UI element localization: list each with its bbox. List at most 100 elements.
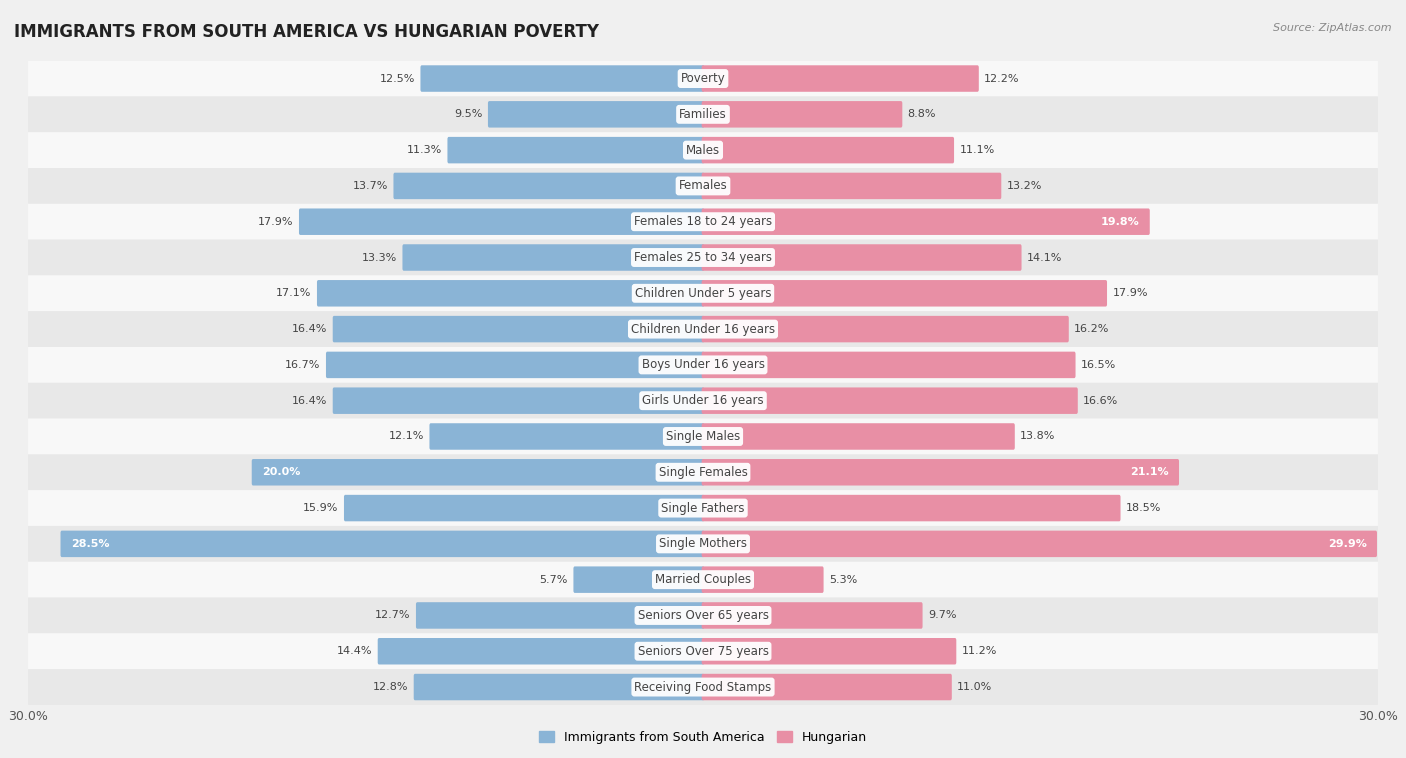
FancyBboxPatch shape bbox=[28, 312, 1378, 347]
Text: 17.1%: 17.1% bbox=[276, 288, 312, 299]
FancyBboxPatch shape bbox=[394, 173, 704, 199]
Legend: Immigrants from South America, Hungarian: Immigrants from South America, Hungarian bbox=[538, 731, 868, 744]
Text: 16.6%: 16.6% bbox=[1083, 396, 1118, 406]
Text: Receiving Food Stamps: Receiving Food Stamps bbox=[634, 681, 772, 694]
Text: 14.1%: 14.1% bbox=[1026, 252, 1063, 262]
FancyBboxPatch shape bbox=[702, 316, 1069, 343]
FancyBboxPatch shape bbox=[28, 562, 1378, 597]
FancyBboxPatch shape bbox=[413, 674, 704, 700]
FancyBboxPatch shape bbox=[28, 669, 1378, 705]
Text: 11.1%: 11.1% bbox=[959, 145, 994, 155]
Text: 12.8%: 12.8% bbox=[373, 682, 408, 692]
FancyBboxPatch shape bbox=[702, 459, 1180, 486]
FancyBboxPatch shape bbox=[702, 387, 1078, 414]
Text: 11.2%: 11.2% bbox=[962, 647, 997, 656]
FancyBboxPatch shape bbox=[316, 280, 704, 306]
Text: 5.3%: 5.3% bbox=[830, 575, 858, 584]
FancyBboxPatch shape bbox=[28, 418, 1378, 454]
Text: Married Couples: Married Couples bbox=[655, 573, 751, 586]
Text: 8.8%: 8.8% bbox=[908, 109, 936, 119]
FancyBboxPatch shape bbox=[28, 347, 1378, 383]
Text: 12.5%: 12.5% bbox=[380, 74, 415, 83]
Text: 11.0%: 11.0% bbox=[957, 682, 993, 692]
Text: Boys Under 16 years: Boys Under 16 years bbox=[641, 359, 765, 371]
FancyBboxPatch shape bbox=[702, 208, 1150, 235]
Text: IMMIGRANTS FROM SOUTH AMERICA VS HUNGARIAN POVERTY: IMMIGRANTS FROM SOUTH AMERICA VS HUNGARI… bbox=[14, 23, 599, 41]
FancyBboxPatch shape bbox=[28, 597, 1378, 634]
Text: Poverty: Poverty bbox=[681, 72, 725, 85]
Text: Seniors Over 75 years: Seniors Over 75 years bbox=[637, 645, 769, 658]
Text: Single Mothers: Single Mothers bbox=[659, 537, 747, 550]
Text: 16.2%: 16.2% bbox=[1074, 324, 1109, 334]
FancyBboxPatch shape bbox=[402, 244, 704, 271]
Text: 21.1%: 21.1% bbox=[1130, 467, 1168, 478]
Text: 12.1%: 12.1% bbox=[388, 431, 425, 441]
FancyBboxPatch shape bbox=[28, 168, 1378, 204]
FancyBboxPatch shape bbox=[702, 638, 956, 665]
Text: Males: Males bbox=[686, 143, 720, 157]
FancyBboxPatch shape bbox=[326, 352, 704, 378]
FancyBboxPatch shape bbox=[702, 674, 952, 700]
Text: 11.3%: 11.3% bbox=[406, 145, 441, 155]
Text: 28.5%: 28.5% bbox=[70, 539, 110, 549]
Text: Females: Females bbox=[679, 180, 727, 193]
FancyBboxPatch shape bbox=[702, 495, 1121, 522]
FancyBboxPatch shape bbox=[299, 208, 704, 235]
Text: Children Under 16 years: Children Under 16 years bbox=[631, 323, 775, 336]
Text: 9.7%: 9.7% bbox=[928, 610, 956, 621]
Text: 13.2%: 13.2% bbox=[1007, 181, 1042, 191]
FancyBboxPatch shape bbox=[28, 96, 1378, 132]
Text: 12.2%: 12.2% bbox=[984, 74, 1019, 83]
Text: 16.4%: 16.4% bbox=[292, 324, 328, 334]
FancyBboxPatch shape bbox=[333, 316, 704, 343]
Text: 19.8%: 19.8% bbox=[1101, 217, 1139, 227]
Text: 12.7%: 12.7% bbox=[375, 610, 411, 621]
FancyBboxPatch shape bbox=[28, 383, 1378, 418]
Text: 14.4%: 14.4% bbox=[337, 647, 373, 656]
Text: 13.7%: 13.7% bbox=[353, 181, 388, 191]
FancyBboxPatch shape bbox=[702, 137, 955, 164]
FancyBboxPatch shape bbox=[702, 280, 1107, 306]
Text: 16.5%: 16.5% bbox=[1081, 360, 1116, 370]
FancyBboxPatch shape bbox=[378, 638, 704, 665]
Text: Families: Families bbox=[679, 108, 727, 121]
Text: 13.8%: 13.8% bbox=[1021, 431, 1056, 441]
FancyBboxPatch shape bbox=[28, 240, 1378, 275]
FancyBboxPatch shape bbox=[28, 61, 1378, 96]
FancyBboxPatch shape bbox=[28, 204, 1378, 240]
FancyBboxPatch shape bbox=[60, 531, 704, 557]
Text: Seniors Over 65 years: Seniors Over 65 years bbox=[637, 609, 769, 622]
Text: 18.5%: 18.5% bbox=[1126, 503, 1161, 513]
Text: Source: ZipAtlas.com: Source: ZipAtlas.com bbox=[1274, 23, 1392, 33]
FancyBboxPatch shape bbox=[702, 531, 1376, 557]
FancyBboxPatch shape bbox=[28, 526, 1378, 562]
FancyBboxPatch shape bbox=[333, 387, 704, 414]
Text: 17.9%: 17.9% bbox=[1112, 288, 1147, 299]
Text: 29.9%: 29.9% bbox=[1327, 539, 1367, 549]
FancyBboxPatch shape bbox=[28, 454, 1378, 490]
Text: 16.7%: 16.7% bbox=[285, 360, 321, 370]
Text: 17.9%: 17.9% bbox=[259, 217, 294, 227]
Text: Single Females: Single Females bbox=[658, 465, 748, 479]
FancyBboxPatch shape bbox=[429, 423, 704, 449]
FancyBboxPatch shape bbox=[420, 65, 704, 92]
Text: 15.9%: 15.9% bbox=[304, 503, 339, 513]
FancyBboxPatch shape bbox=[702, 65, 979, 92]
Text: 5.7%: 5.7% bbox=[540, 575, 568, 584]
FancyBboxPatch shape bbox=[28, 132, 1378, 168]
FancyBboxPatch shape bbox=[702, 101, 903, 127]
FancyBboxPatch shape bbox=[252, 459, 704, 486]
Text: Single Fathers: Single Fathers bbox=[661, 502, 745, 515]
FancyBboxPatch shape bbox=[702, 602, 922, 628]
Text: 9.5%: 9.5% bbox=[454, 109, 482, 119]
FancyBboxPatch shape bbox=[488, 101, 704, 127]
FancyBboxPatch shape bbox=[702, 173, 1001, 199]
FancyBboxPatch shape bbox=[28, 275, 1378, 312]
FancyBboxPatch shape bbox=[28, 490, 1378, 526]
FancyBboxPatch shape bbox=[447, 137, 704, 164]
FancyBboxPatch shape bbox=[702, 244, 1022, 271]
Text: Females 18 to 24 years: Females 18 to 24 years bbox=[634, 215, 772, 228]
Text: 16.4%: 16.4% bbox=[292, 396, 328, 406]
FancyBboxPatch shape bbox=[28, 634, 1378, 669]
FancyBboxPatch shape bbox=[702, 423, 1015, 449]
